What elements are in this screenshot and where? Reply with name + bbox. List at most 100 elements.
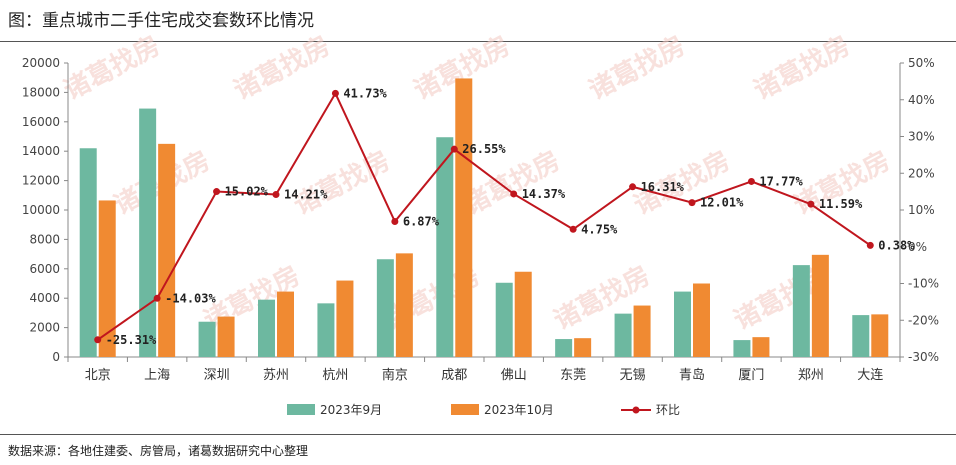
bar-2023-sep: [139, 108, 157, 357]
mom-data-label: 12.01%: [700, 196, 744, 210]
mom-data-label: 26.55%: [462, 142, 506, 156]
bar-2023-sep: [614, 313, 632, 357]
left-axis-tick-label: 0: [52, 350, 60, 364]
bar-2023-sep: [792, 265, 810, 357]
mom-point: [391, 218, 399, 226]
mom-point: [629, 183, 637, 191]
bar-2023-oct: [752, 337, 770, 357]
bar-2023-oct: [693, 283, 710, 357]
legend-label-mom: 环比: [656, 403, 680, 417]
x-axis-category-label: 北京: [85, 368, 111, 383]
watermark-text: 诸葛找房: [459, 146, 565, 221]
right-axis-tick-label: 50%: [908, 56, 935, 70]
mom-point: [213, 188, 221, 196]
x-axis-category-label: 南京: [382, 367, 408, 383]
right-axis-tick-label: 40%: [908, 93, 935, 107]
bar-2023-sep: [436, 137, 454, 357]
bar-2023-sep: [555, 339, 573, 357]
bar-2023-sep: [317, 303, 335, 357]
right-axis-tick-label: 30%: [908, 130, 935, 144]
mom-data-label: 14.21%: [284, 188, 328, 202]
mom-data-label: 17.77%: [759, 174, 803, 188]
mom-data-label: 14.37%: [522, 187, 566, 201]
bar-2023-oct: [98, 200, 116, 357]
bar-2023-oct: [514, 271, 532, 357]
x-axis-category-label: 青岛: [679, 367, 705, 383]
legend-swatch-oct: [451, 404, 479, 415]
right-axis-tick-label: 0%: [908, 240, 927, 254]
bar-2023-oct: [574, 338, 592, 357]
mom-point: [688, 199, 696, 207]
legend-swatch-mom-marker: [632, 406, 640, 414]
x-axis-category-label: 佛山: [501, 368, 527, 383]
left-axis-tick-label: 2000: [29, 321, 60, 335]
mom-data-label: 11.59%: [819, 197, 863, 211]
mom-point: [866, 241, 874, 249]
bar-2023-oct: [217, 316, 235, 357]
mom-point: [331, 89, 339, 97]
left-axis-tick-label: 14000: [22, 144, 60, 158]
chart-title: 图：重点城市二手住宅成交套数环比情况: [8, 11, 314, 31]
bar-2023-sep: [495, 282, 513, 357]
x-axis-category-label: 郑州: [798, 368, 824, 383]
mom-point: [747, 177, 755, 185]
x-axis-category-label: 苏州: [263, 367, 289, 383]
watermark-text: 诸葛找房: [229, 31, 335, 106]
mom-data-label: 4.75%: [581, 222, 618, 236]
mom-point: [510, 190, 518, 198]
title-divider: [0, 41, 956, 42]
mom-data-label: -25.31%: [106, 333, 157, 347]
right-axis-tick-label: -20%: [908, 313, 939, 327]
watermark-text: 诸葛找房: [584, 31, 690, 106]
footer-divider: [0, 434, 956, 435]
mom-point: [94, 336, 102, 344]
x-axis-category-label: 深圳: [204, 368, 230, 383]
legend-label-oct: 2023年10月: [484, 403, 554, 417]
mom-line: [97, 91, 871, 341]
bar-2023-oct: [633, 305, 651, 357]
mom-point: [153, 294, 161, 302]
bar-2023-oct: [811, 254, 829, 357]
left-axis-tick-label: 6000: [29, 262, 60, 276]
x-axis-category-label: 大连: [857, 367, 883, 383]
right-axis-tick-label: 10%: [908, 203, 935, 217]
bar-2023-sep: [79, 148, 97, 357]
mom-point: [450, 145, 458, 153]
mom-data-label: 16.31%: [641, 180, 685, 194]
mom-data-label: -14.03%: [165, 291, 216, 305]
legend-label-sep: 2023年9月: [320, 403, 382, 417]
x-axis-category-label: 成都: [441, 368, 467, 383]
mom-point: [807, 200, 815, 208]
bar-2023-sep: [852, 315, 870, 357]
bar-2023-sep: [198, 321, 216, 357]
bar-2023-oct: [871, 314, 889, 357]
bar-2023-sep: [258, 299, 275, 357]
right-axis-tick-label: -10%: [908, 277, 939, 291]
x-axis-category-label: 厦门: [738, 368, 764, 383]
mom-data-label: 15.02%: [225, 185, 269, 199]
right-axis-tick-label: -30%: [908, 350, 939, 364]
left-axis-tick-label: 18000: [22, 85, 60, 99]
left-axis-tick-label: 20000: [22, 56, 60, 70]
mom-point: [272, 191, 280, 199]
data-source-note: 数据来源：各地住建委、房管局，诸葛数据研究中心整理: [8, 444, 309, 458]
x-axis-category-label: 杭州: [322, 368, 348, 383]
watermark-text: 诸葛找房: [59, 31, 165, 106]
bar-2023-oct: [395, 253, 413, 357]
legend-swatch-sep: [287, 404, 315, 415]
bar-2023-sep: [674, 291, 691, 357]
bar-2023-sep: [733, 340, 751, 357]
left-axis-tick-label: 10000: [22, 203, 60, 217]
mom-data-label: 6.87%: [403, 215, 440, 229]
bar-2023-oct: [158, 143, 176, 357]
x-axis-category-label: 无锡: [620, 368, 646, 383]
mom-point: [569, 225, 577, 233]
mom-data-label: 41.73%: [343, 86, 387, 100]
bar-2023-sep: [376, 259, 394, 357]
bar-2023-oct: [336, 280, 354, 357]
left-axis-tick-label: 12000: [22, 174, 60, 188]
bar-2023-oct: [277, 291, 294, 357]
x-axis-category-label: 东莞: [560, 368, 586, 383]
watermark-text: 诸葛找房: [749, 31, 855, 106]
